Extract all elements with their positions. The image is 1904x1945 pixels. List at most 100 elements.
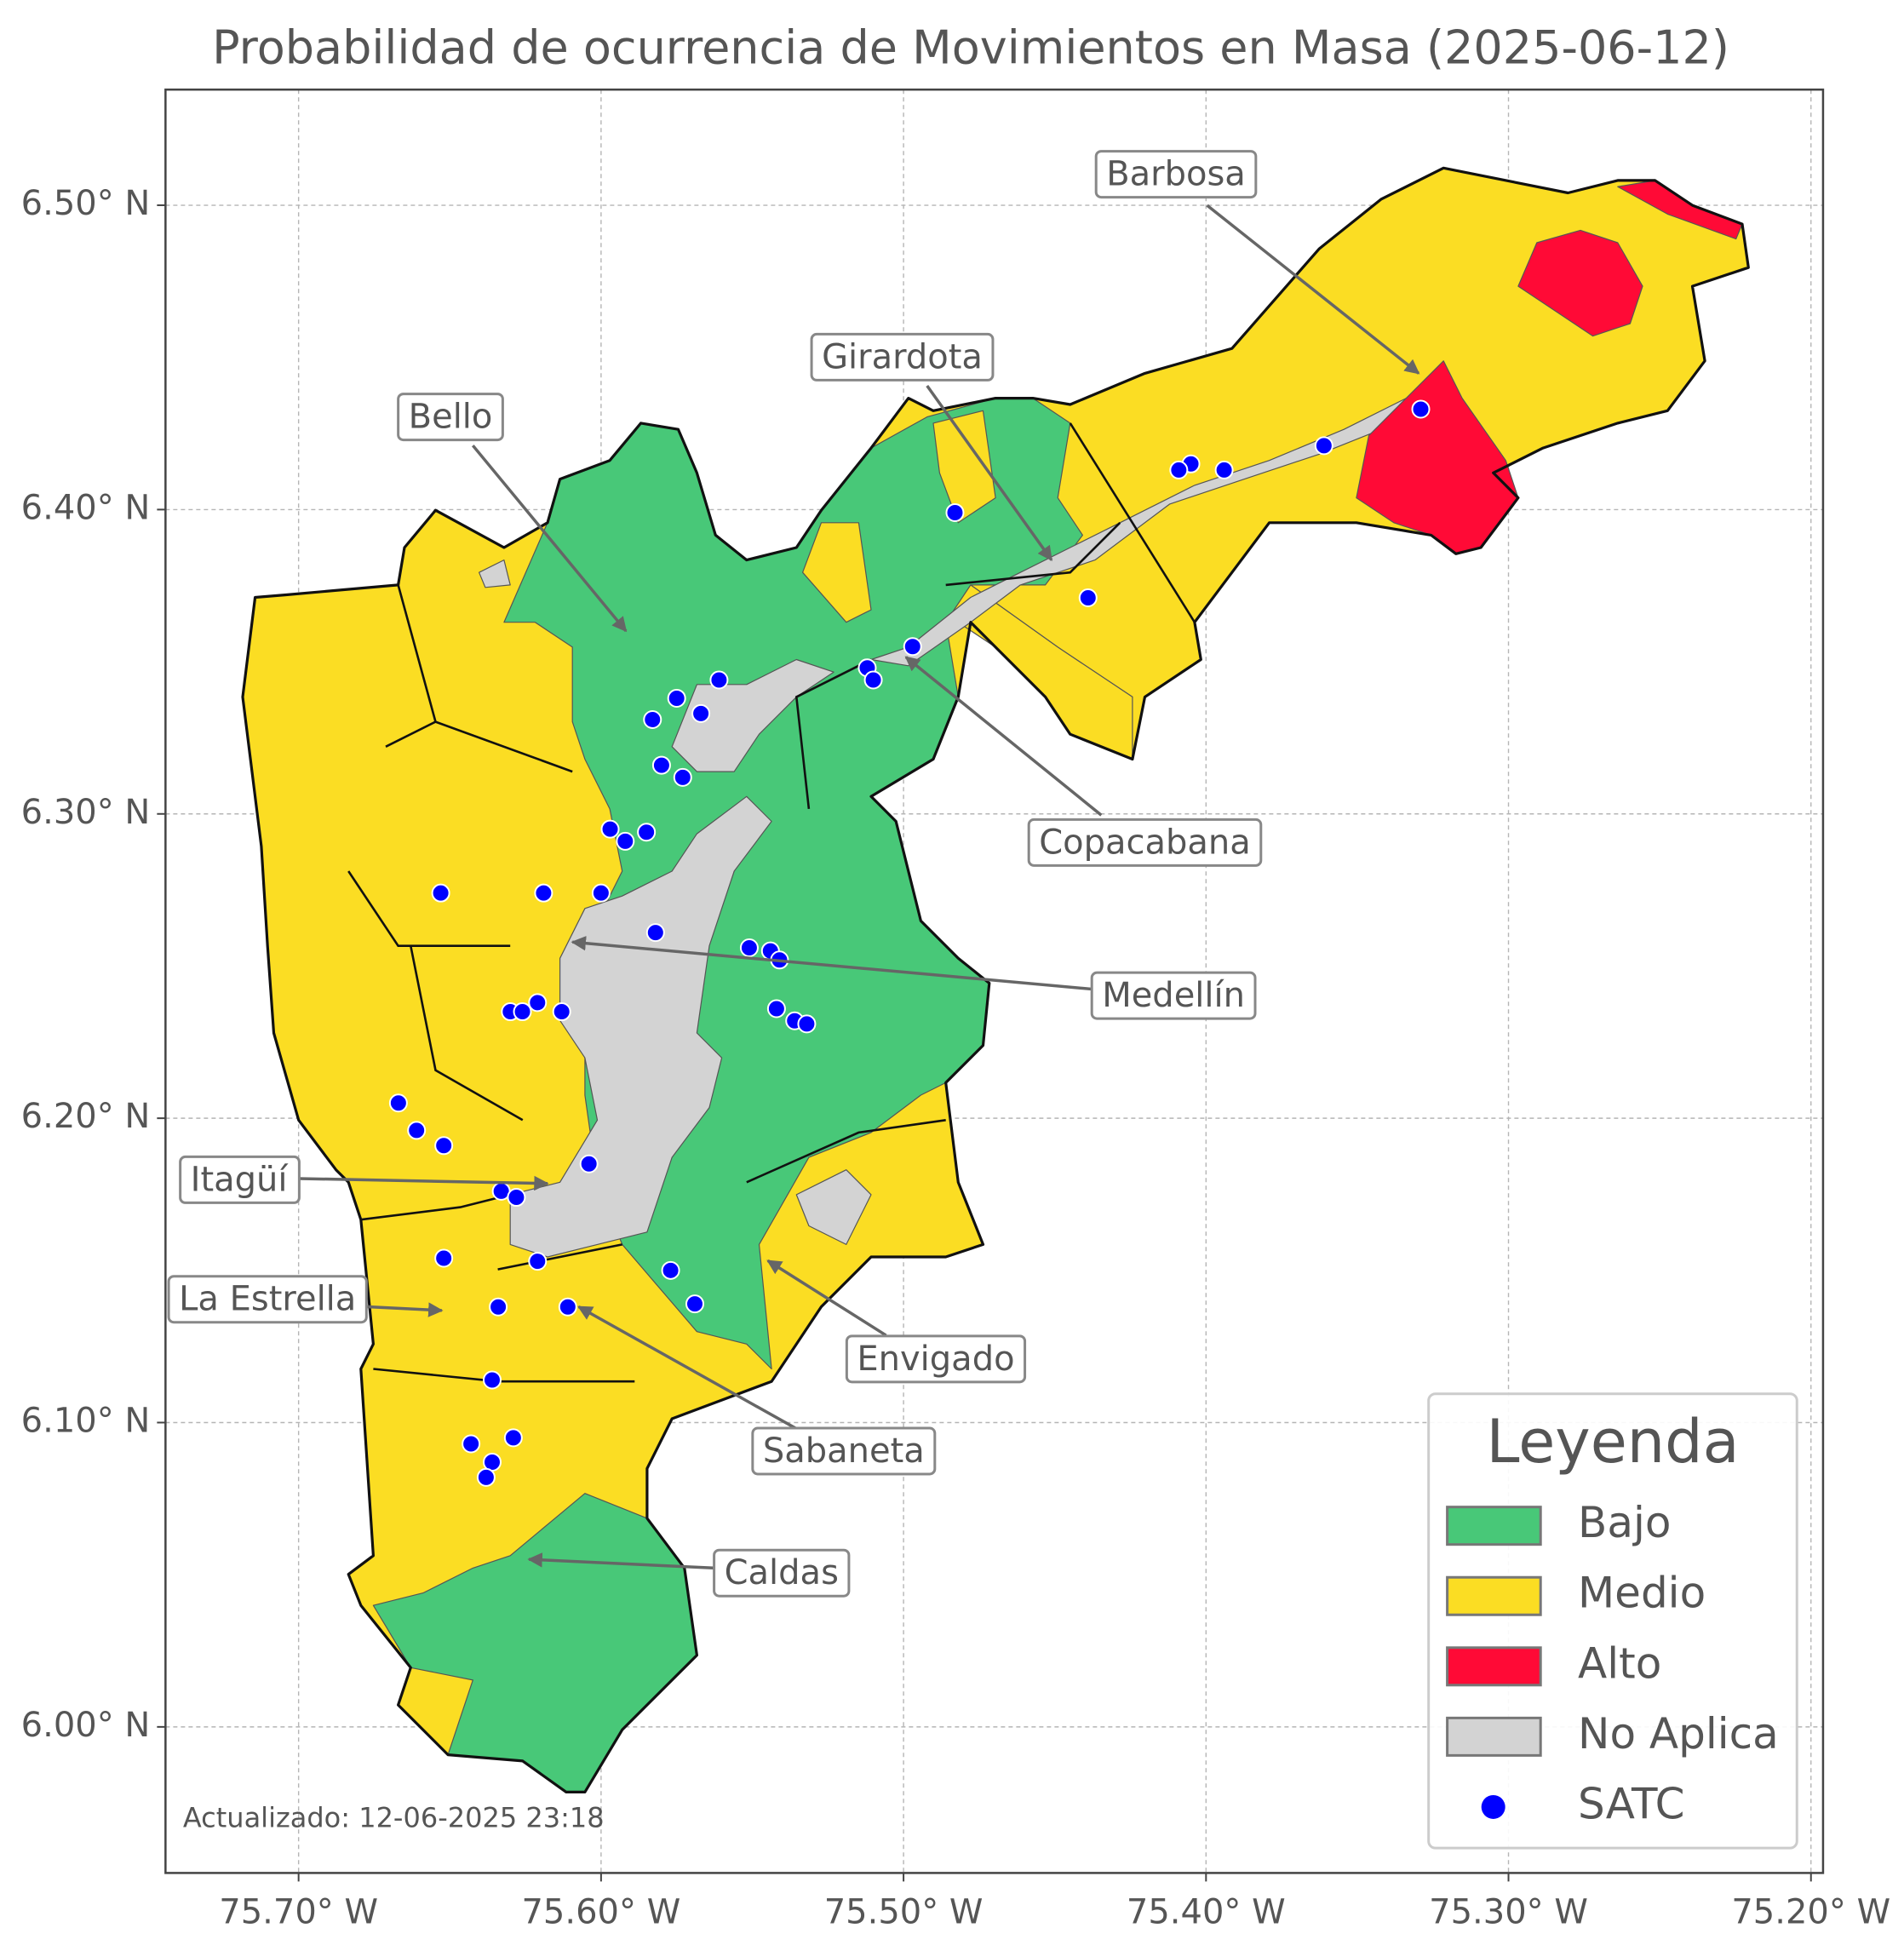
satc-station [489,1297,508,1317]
annotation-label: Caldas [725,1553,839,1592]
y-tick-label: 6.40° N [21,488,151,527]
satc-station [528,993,548,1013]
annotation-label: Envigado [857,1340,1014,1379]
satc-station [637,823,657,842]
municipal-boundary [794,658,872,810]
annotation-box [1090,971,1257,1020]
satc-station [1314,436,1333,456]
satc-station [863,670,883,690]
satc-station [766,999,786,1018]
satc-station [673,767,692,787]
satc-station [388,1093,408,1113]
municipal-boundary [397,584,573,773]
legend-marker [1481,1794,1505,1819]
legend-swatch [1446,1506,1542,1546]
satc-station [476,1467,496,1487]
annotation-label: Girardota [822,337,983,376]
region-no-aplica [478,559,511,588]
satc-station [407,1121,427,1140]
region-no-aplica [509,795,772,1258]
legend-label: Bajo [1578,1498,1671,1547]
legend-title: Leyenda [1486,1407,1739,1477]
satc-station [945,502,965,522]
municipal-boundary [1069,422,1196,623]
satc-station [667,688,686,708]
satc-station [600,819,620,839]
satc-station [431,883,450,903]
annotation-arrow [766,1259,887,1337]
annotation-arrow [926,385,1053,562]
outer-boundary [241,166,1750,1793]
annotation-arrow [298,1175,549,1191]
x-tick-label: 75.60° W [521,1892,680,1931]
footnote: Actualizado: 12-06-2025 23:18 [183,1802,605,1834]
satc-station [1169,460,1189,479]
annotation-box [167,1275,368,1324]
annotation-label: Copacabana [1039,823,1251,862]
annotation-arrow [904,656,1103,817]
region-no-aplica [795,1169,872,1246]
municipal-boundary [360,1193,511,1221]
satc-station [513,1002,532,1022]
annotation-label: Itagüí [191,1160,290,1199]
satc-station [797,1014,817,1034]
satc-station [558,1297,577,1317]
satc-station [528,1252,548,1271]
annotation-arrow [367,1302,444,1317]
municipal-boundary [746,1119,946,1184]
satc-station [616,831,635,851]
region-medio [932,410,996,524]
x-tick-label: 75.20° W [1731,1892,1890,1931]
annotation-label: Medellín [1102,976,1245,1015]
legend: Leyenda Bajo Medio Alto No Aplica SATC [1427,1392,1798,1850]
x-tick-label: 75.40° W [1127,1892,1286,1931]
x-tick-label: 75.50° W [824,1892,984,1931]
satc-station [591,883,611,903]
y-tick-label: 6.20° N [21,1097,151,1136]
satc-station [651,755,671,775]
region-medio [801,522,872,623]
annotation-arrow [577,1305,798,1431]
annotation-label: Bello [409,398,493,437]
annotation-arrow [571,935,1096,991]
satc-station [462,1434,481,1454]
satc-station [434,1136,454,1156]
annotation-box [1027,818,1263,867]
satc-station [739,938,759,958]
y-tick-label: 6.50° N [21,184,151,223]
x-tick-label: 75.70° W [219,1892,378,1931]
municipal-boundary [410,945,524,1122]
annotation-box [397,393,504,442]
satc-station [709,670,729,690]
legend-label: Medio [1578,1569,1706,1618]
satc-station [1214,460,1234,479]
satc-station [534,883,553,903]
annotation-box [179,1155,301,1204]
legend-label: No Aplica [1578,1709,1779,1759]
satc-station [1078,588,1098,608]
municipal-boundary [385,720,437,748]
satc-station [1411,399,1431,419]
annotation-box [810,332,995,382]
x-tick-label: 75.30° W [1429,1892,1588,1931]
annotation-arrow [1206,204,1420,375]
satc-station [685,1294,704,1314]
satc-station [503,1428,523,1448]
y-tick-label: 6.30° N [21,793,151,832]
municipal-boundary [945,521,1121,587]
legend-label: SATC [1578,1779,1685,1828]
satc-station [903,637,922,657]
annotation-box [1094,150,1258,199]
legend-swatch [1446,1716,1542,1757]
satc-station [507,1188,526,1208]
satc-station [645,923,665,943]
satc-station [579,1154,599,1173]
legend-swatch [1446,1646,1542,1687]
annotation-label: La Estrella [179,1280,356,1319]
region-alto [1517,229,1643,337]
satc-station [643,709,662,729]
satc-station [434,1248,454,1268]
satc-station [482,1370,502,1390]
municipal-boundary [497,1243,622,1271]
